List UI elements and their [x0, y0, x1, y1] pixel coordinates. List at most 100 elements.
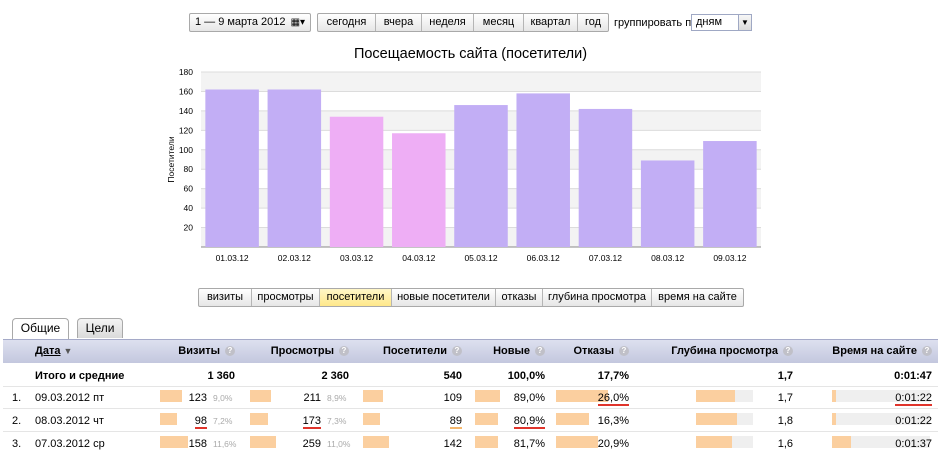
bar-09.03.12[interactable] — [703, 141, 757, 247]
metric-depth[interactable]: глубина просмотра — [542, 289, 651, 306]
bar-chart: 20 40 60 80 100 120 140 160 180 01.03.12 02.03.12 0… — [166, 67, 761, 263]
row-new: 80,9% — [513, 415, 545, 429]
metric-time[interactable]: время на сайте — [651, 289, 743, 306]
row-time: 0:01:22 — [895, 392, 932, 406]
date-range-button[interactable]: 1 — 9 марта 2012 ▦▾ — [189, 13, 311, 32]
depth-bar — [696, 413, 737, 425]
visitors-bar — [363, 436, 389, 448]
visitors-bar — [363, 390, 383, 402]
y-tick-label: 100 — [179, 145, 193, 155]
help-icon[interactable]: ? — [783, 346, 793, 356]
metric-views[interactable]: просмотры — [251, 289, 319, 306]
bar-07.03.12[interactable] — [578, 108, 633, 247]
chevron-down-icon: ▼ — [738, 15, 751, 30]
col-depth[interactable]: Глубина просмотра? — [671, 345, 793, 357]
metric-visitors[interactable]: посетители — [319, 289, 391, 306]
bar-02.03.12[interactable] — [267, 89, 322, 248]
totals-depth: 1,7 — [777, 370, 793, 382]
bar-03.03.12[interactable] — [329, 116, 384, 247]
col-date[interactable]: Дата ▼ — [35, 345, 73, 357]
help-icon[interactable]: ? — [922, 346, 932, 356]
row-bounces: 26,0% — [597, 392, 629, 406]
row-time: 0:01:37 — [895, 438, 932, 450]
time-bar — [832, 436, 851, 448]
col-visitors[interactable]: Посетители? — [383, 345, 462, 357]
period-yesterday[interactable]: вчера — [375, 14, 421, 31]
period-quarter[interactable]: квартал — [523, 14, 577, 31]
row-bounces: 20,9% — [597, 438, 629, 450]
time-track — [832, 413, 930, 425]
row-date: 09.03.2012 пт — [35, 392, 105, 404]
help-icon[interactable]: ? — [619, 346, 629, 356]
table-row[interactable]: 1. 09.03.2012 пт 123 9,0% 211 8,9% 109 8… — [3, 386, 938, 409]
x-tick-label: 09.03.12 — [713, 253, 746, 263]
totals-row: Итого и средние 1 360 2 360 540 100,0% 1… — [3, 364, 938, 387]
bar-04.03.12[interactable] — [392, 133, 446, 247]
col-new[interactable]: Новые? — [493, 345, 545, 357]
metric-bounces[interactable]: отказы — [495, 289, 542, 306]
y-tick-label: 20 — [184, 223, 194, 233]
bounces-bar — [556, 413, 589, 425]
group-by-label: группировать по — [614, 17, 698, 29]
x-tick-label: 08.03.12 — [651, 253, 684, 263]
row-views: 211 — [303, 392, 321, 404]
new-bar — [475, 390, 500, 402]
col-views[interactable]: Просмотры? — [271, 345, 349, 357]
metric-new-visitors[interactable]: новые посетители — [391, 289, 495, 306]
help-icon[interactable]: ? — [535, 346, 545, 356]
period-year[interactable]: год — [577, 14, 608, 31]
table-header: Дата ▼ Визиты? Просмотры? Посетители? Но… — [3, 339, 938, 363]
bar-01.03.12[interactable] — [205, 89, 259, 248]
x-tick-label: 06.03.12 — [527, 253, 560, 263]
views-bar — [250, 436, 276, 448]
metric-visits[interactable]: визиты — [206, 291, 244, 303]
col-time[interactable]: Время на сайте? — [832, 345, 932, 357]
calendar-icon: ▦▾ — [290, 17, 306, 28]
depth-bar — [696, 390, 735, 402]
bar-08.03.12[interactable] — [640, 160, 695, 247]
tab-goals[interactable]: Цели — [77, 318, 123, 338]
row-depth: 1,6 — [777, 438, 793, 450]
row-visits: 98 — [194, 415, 207, 429]
row-number: 1. — [12, 392, 22, 404]
y-tick-label: 160 — [179, 86, 193, 96]
tab-general[interactable]: Общие — [12, 318, 69, 339]
time-bar — [832, 413, 836, 425]
totals-time: 0:01:47 — [894, 370, 932, 382]
row-number: 3. — [12, 438, 22, 450]
period-today[interactable]: сегодня — [326, 16, 367, 28]
row-date: 07.03.2012 ср — [35, 438, 105, 450]
col-bounces[interactable]: Отказы? — [573, 345, 629, 357]
time-track — [832, 390, 930, 402]
col-visits[interactable]: Визиты? — [178, 345, 235, 357]
x-tick-label: 07.03.12 — [589, 253, 622, 263]
help-icon[interactable]: ? — [225, 346, 235, 356]
row-time: 0:01:22 — [895, 415, 932, 427]
table-row[interactable]: 2. 08.03.2012 чт 98 7,2% 173 7,3% 89 80,… — [3, 409, 938, 432]
row-views-pct: 11,0% — [327, 439, 351, 449]
views-bar — [250, 390, 271, 402]
visits-bar — [160, 436, 188, 448]
y-tick-label: 140 — [179, 106, 193, 116]
help-icon[interactable]: ? — [452, 346, 462, 356]
period-week[interactable]: неделя — [421, 14, 473, 31]
table-row[interactable]: 3. 07.03.2012 ср 158 11,6% 259 11,0% 142… — [3, 432, 938, 455]
bar-06.03.12[interactable] — [516, 93, 570, 247]
row-visitors: 89 — [449, 415, 462, 429]
row-visits-pct: 9,0% — [213, 393, 233, 403]
bar-05.03.12[interactable] — [454, 105, 508, 247]
period-selector: сегодня вчера неделя месяц квартал год — [317, 13, 609, 32]
visits-bar — [160, 413, 177, 425]
totals-visitors: 540 — [443, 370, 462, 382]
row-visits-pct: 7,2% — [213, 416, 233, 426]
period-month[interactable]: месяц — [473, 14, 523, 31]
totals-label: Итого и средние — [35, 370, 125, 382]
group-by-select[interactable]: дням ▼ — [691, 14, 752, 31]
help-icon[interactable]: ? — [339, 346, 349, 356]
metric-selector: визиты просмотры посетители новые посети… — [198, 288, 744, 307]
x-tick-label: 04.03.12 — [402, 253, 435, 263]
date-range-label: 1 — 9 марта 2012 — [194, 16, 286, 28]
y-tick-label: 80 — [184, 164, 194, 174]
y-tick-label: 180 — [179, 67, 193, 77]
row-visits-pct: 11,6% — [213, 439, 237, 449]
